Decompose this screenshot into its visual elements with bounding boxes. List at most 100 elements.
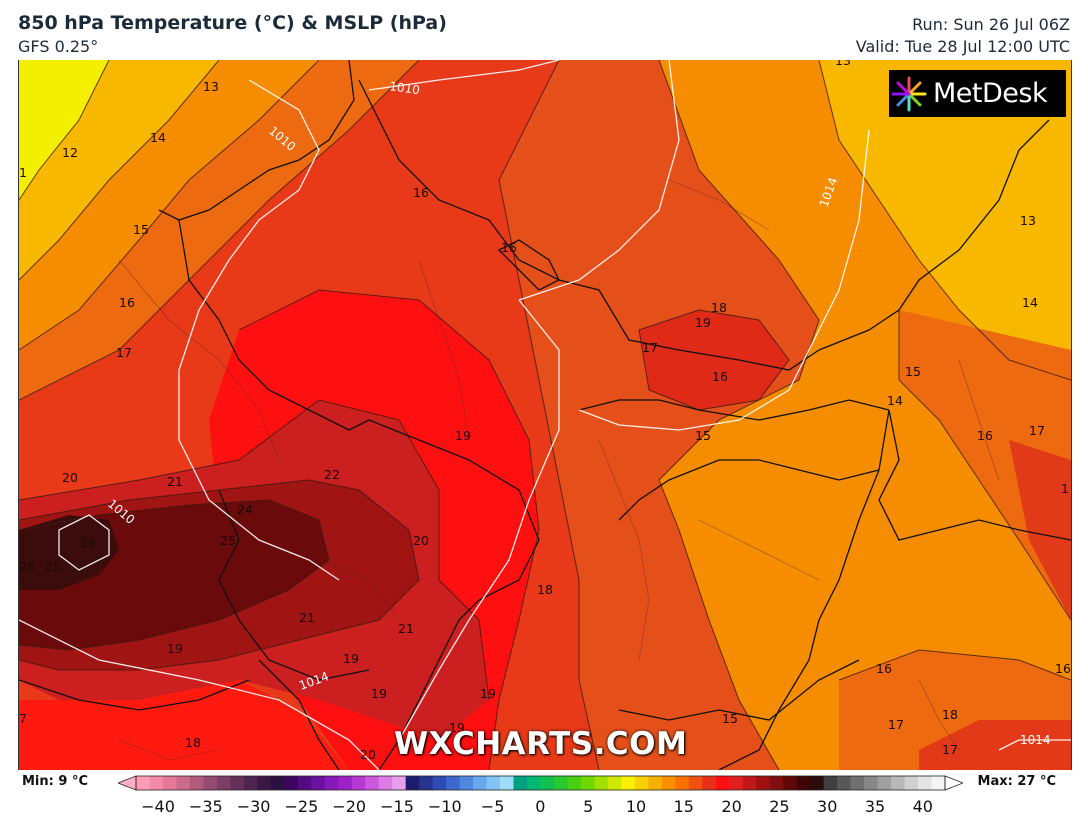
temp-label: 18 [942, 707, 958, 722]
temp-label: 13 [1020, 213, 1036, 228]
temperature-band-warm-spot-north [639, 310, 789, 410]
wxcharts-watermark: WXCHARTS.COM [394, 726, 688, 762]
temp-label: 1 [1061, 481, 1069, 496]
temp-label: 24 [237, 502, 253, 517]
color-scale-swatch [796, 776, 811, 790]
temp-label: 25 [45, 559, 61, 574]
metdesk-logo: MetDesk [889, 70, 1066, 117]
color-scale-swatch [918, 776, 932, 790]
run-time: Run: Sun 26 Jul 06Z [912, 15, 1070, 34]
color-scale-swatch [338, 776, 353, 790]
temp-label: 17 [942, 742, 958, 757]
color-scale-swatch [432, 776, 447, 790]
temp-label: 20 [413, 533, 429, 548]
color-scale-swatch [243, 776, 258, 790]
temperature-band-dark-orange-east [899, 310, 1071, 620]
temp-label: 15 [905, 364, 921, 379]
temp-label: 25 [220, 533, 236, 548]
temperature-band-red-se [919, 720, 1071, 770]
temp-label: 20 [360, 747, 376, 762]
legend-min-label: Min: 9 °C [22, 774, 88, 789]
color-scale-tick-label: −35 [188, 797, 223, 816]
temp-label: 18 [185, 735, 201, 750]
color-scale-min-arrow [118, 775, 137, 791]
temp-label: 17 [116, 345, 132, 360]
color-scale-swatch [324, 776, 339, 790]
color-scale-swatch [756, 776, 771, 790]
color-scale-swatch [621, 776, 636, 790]
color-scale-swatch [837, 776, 852, 790]
color-scale-tick-label: −25 [284, 797, 319, 816]
color-scale-tick-label: 35 [864, 797, 886, 816]
color-scale-swatch [351, 776, 366, 790]
color-scale-swatch [891, 776, 905, 790]
temp-label: 15 [133, 222, 149, 237]
temp-label: 19 [695, 315, 711, 330]
color-scale-swatch [769, 776, 784, 790]
color-scale-tick-label: 40 [912, 797, 933, 816]
color-scale-swatch [136, 776, 150, 790]
temperature-band-very-dark-core [19, 515, 119, 590]
isobar-label: 1014 [1020, 733, 1051, 747]
color-scale-swatch [216, 776, 231, 790]
temp-label: 20 [62, 470, 78, 485]
temperature-band-yellow-nw [19, 60, 109, 200]
weather-map: 13 14 12 1 15 16 17 16 16 18 19 17 16 15… [18, 60, 1072, 770]
temp-label: 19 [449, 720, 465, 735]
temp-label: 13 [835, 60, 851, 68]
temp-label: 16 [501, 240, 517, 255]
color-scale-tick-label: −30 [236, 797, 271, 816]
color-scale-swatch [162, 776, 177, 790]
color-scale-tick-label: 0 [535, 797, 546, 816]
color-scale-swatch [661, 776, 676, 790]
color-scale-swatch [149, 776, 164, 790]
color-scale-swatch [311, 776, 326, 790]
color-scale-tick-label: 15 [673, 797, 694, 816]
color-scale-swatch [405, 776, 420, 790]
color-scale-tick-label: −20 [332, 797, 367, 816]
color-scale-max-arrow [944, 775, 963, 791]
temp-label: 19 [480, 686, 496, 701]
temp-label: 18 [711, 300, 727, 315]
color-scale-swatch [783, 776, 798, 790]
color-scale-swatch [392, 776, 407, 790]
color-scale-swatch [297, 776, 312, 790]
temp-label: 15 [695, 428, 711, 443]
valid-time: Valid: Tue 28 Jul 12:00 UTC [855, 37, 1070, 56]
temp-label: 18 [537, 582, 553, 597]
color-scale-tick-label: 25 [769, 797, 790, 816]
color-scale-ticks: −40 −35 −30 −25 −20 −15 −10 −5 0 5 10 15 20 25 30 35 40 [0, 797, 1088, 821]
color-scale-swatch [904, 776, 919, 790]
color-scale-swatch [702, 776, 717, 790]
temp-label: 21 [299, 610, 315, 625]
regional-borders [118, 179, 1000, 761]
color-scale-swatch [189, 776, 204, 790]
color-scale-tick-label: −15 [380, 797, 414, 816]
color-scale-swatch [203, 776, 218, 790]
temp-label: 19 [371, 686, 387, 701]
temp-label: 21 [398, 621, 414, 636]
color-scale-tick-label: 30 [817, 797, 838, 816]
color-scale-swatch [365, 776, 380, 790]
color-scale-outline [135, 775, 946, 791]
temperature-contours [19, 60, 1071, 770]
temperature-labels: 13 14 12 1 15 16 17 16 16 18 19 17 16 15… [19, 60, 1071, 762]
color-scale-swatch [594, 776, 609, 790]
color-scale-swatch [284, 776, 299, 790]
temp-label: 26 [80, 535, 96, 550]
metdesk-logo-text: MetDesk [933, 78, 1048, 109]
temp-label: 19 [343, 651, 359, 666]
color-scale-swatch [176, 776, 191, 790]
color-scale-swatch [810, 776, 825, 790]
color-scale-swatch [257, 776, 272, 790]
temp-label: 7 [19, 711, 27, 726]
temp-label: 16 [119, 295, 135, 310]
temperature-band-dark-orange-nw [19, 60, 419, 400]
color-scale-swatch [553, 776, 568, 790]
temp-label: 17 [888, 717, 904, 732]
color-scale-swatch [864, 776, 878, 790]
color-scale-swatch [742, 776, 757, 790]
color-scale-swatch [823, 776, 838, 790]
color-scale-swatch [715, 776, 730, 790]
color-scale-swatch [540, 776, 555, 790]
